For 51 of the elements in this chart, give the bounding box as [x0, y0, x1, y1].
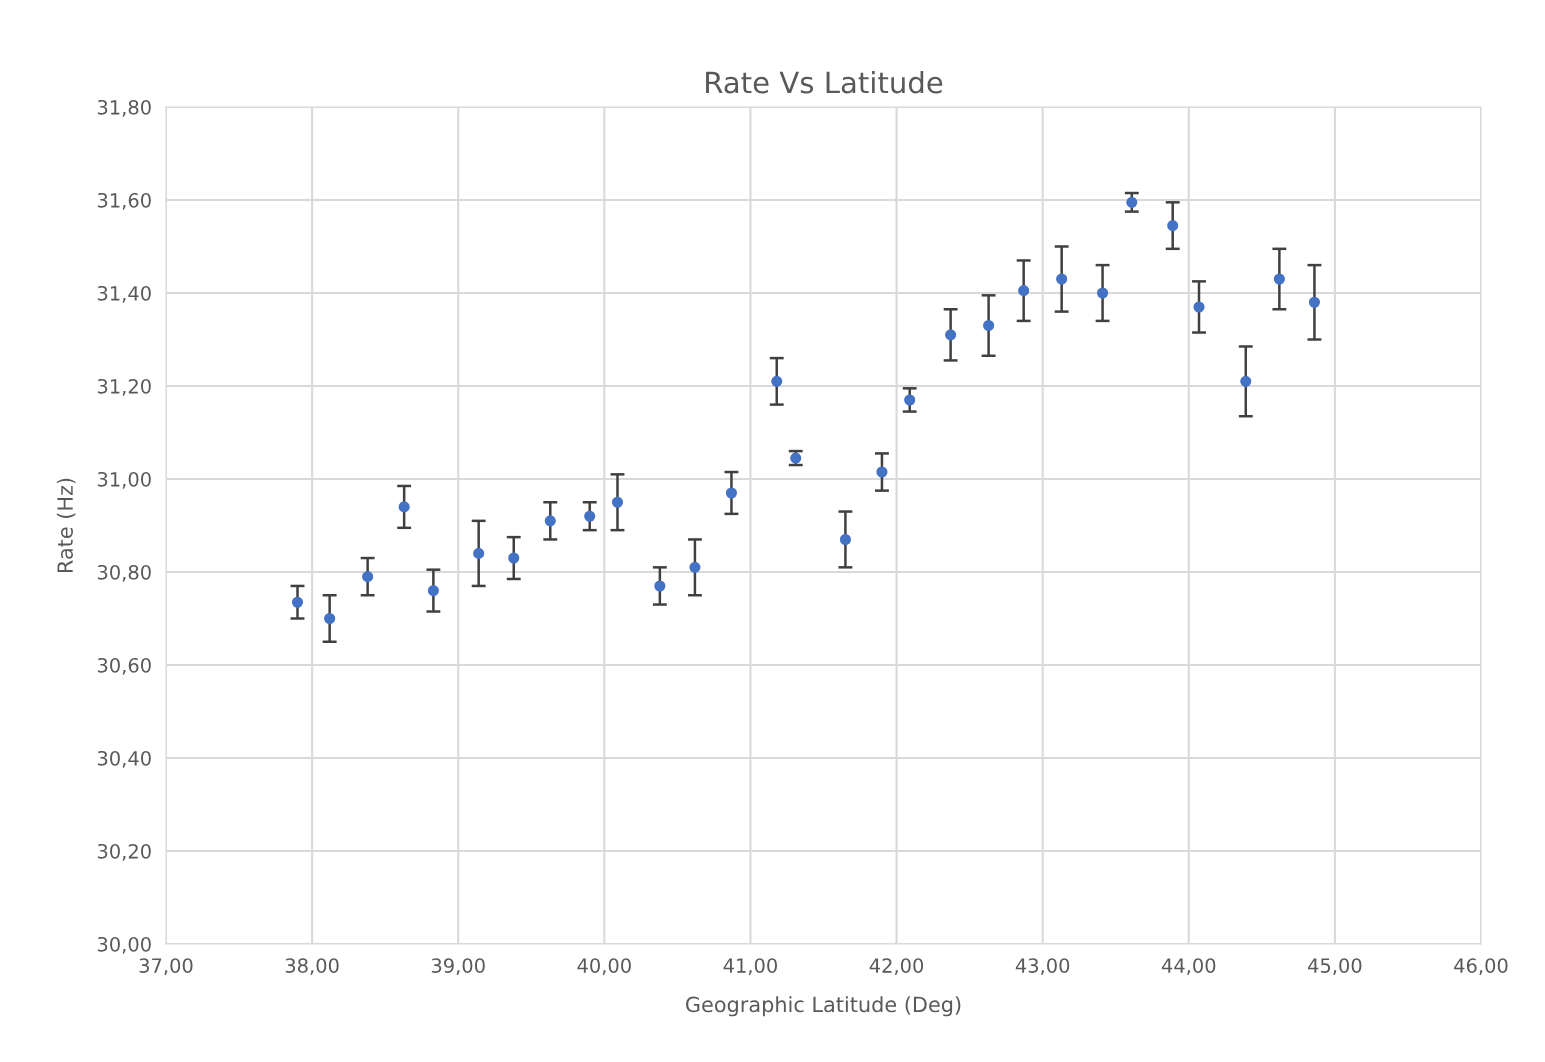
x-tick-label: 41,00	[723, 958, 777, 975]
x-axis-title: Geographic Latitude (Deg)	[686, 996, 961, 1017]
point	[1126, 196, 1138, 208]
point	[876, 466, 888, 478]
point	[771, 375, 783, 387]
point	[427, 585, 439, 597]
x-tick-label: 38,00	[285, 958, 339, 975]
y-tick-label: 31,60	[97, 192, 151, 210]
x-tick-label: 46,00	[1454, 958, 1508, 975]
point	[945, 329, 957, 341]
point	[839, 533, 851, 546]
x-tick-label: 40,00	[577, 958, 631, 975]
x-tick-label: 45,00	[1308, 958, 1362, 975]
y-axis-title: Rate (Hz)	[56, 478, 76, 573]
point	[362, 571, 374, 583]
y-tick-label: 30,60	[97, 657, 151, 675]
point	[1056, 273, 1068, 285]
chart-title: Rate Vs Latitude	[706, 70, 943, 94]
point	[398, 501, 410, 513]
y-tick-label: 31,40	[97, 285, 151, 303]
point	[1273, 273, 1285, 285]
x-tick-label: 37,00	[139, 958, 193, 975]
point	[983, 319, 995, 332]
point	[689, 561, 701, 573]
point	[1240, 375, 1252, 387]
y-tick-label: 31,00	[97, 471, 151, 489]
point	[611, 496, 624, 508]
y-tick-label: 30,20	[97, 843, 151, 861]
point	[1308, 296, 1320, 308]
x-tick-label: 39,00	[431, 958, 485, 975]
y-tick-label: 30,00	[97, 936, 151, 954]
point	[1167, 220, 1179, 232]
point	[324, 612, 336, 625]
y-tick-label: 30,80	[97, 564, 151, 582]
x-tick-label: 44,00	[1161, 958, 1216, 975]
x-tick-label: 43,00	[1015, 958, 1070, 975]
point	[544, 515, 556, 527]
point	[291, 596, 304, 608]
y-tick-label: 31,80	[97, 99, 151, 117]
y-tick-label: 31,20	[97, 378, 151, 396]
point	[725, 487, 738, 499]
point	[1193, 301, 1205, 313]
point	[473, 547, 485, 559]
point	[508, 552, 520, 564]
point	[904, 394, 916, 406]
x-tick-label: 42,00	[869, 958, 924, 975]
point	[654, 580, 666, 592]
point	[1018, 285, 1030, 297]
point	[1097, 287, 1109, 299]
y-tick-label: 30,40	[97, 750, 151, 768]
point	[584, 510, 596, 522]
